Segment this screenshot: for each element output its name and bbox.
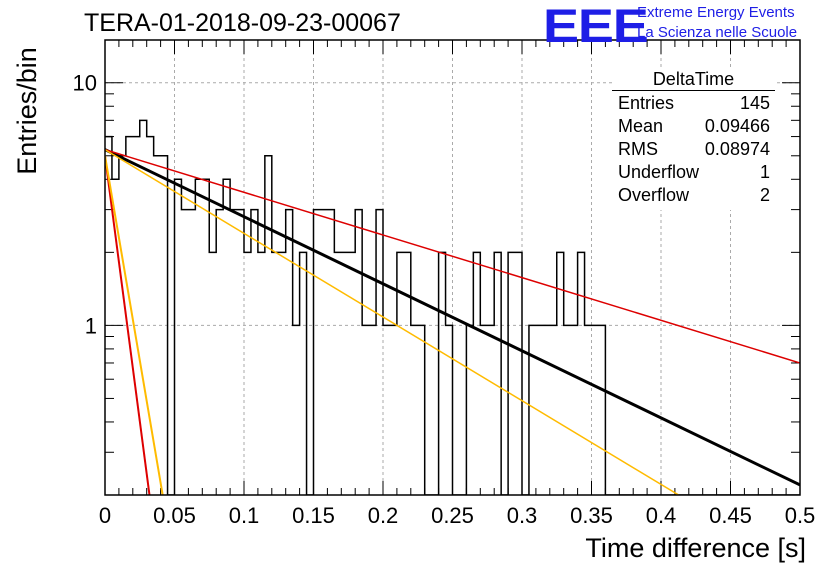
stats-value: 2 [759,185,770,205]
stats-key: Underflow [618,162,700,182]
y-axis-label: Entries/bin [12,47,42,175]
stats-key: Mean [618,116,664,136]
chart-title: TERA-01-2018-09-23-00067 [84,9,401,37]
y-tick-label: 10 [73,71,97,96]
fit-line-0 [105,148,800,487]
fit-line-1 [105,148,800,364]
plot-frame [104,39,801,496]
stats-value: 1 [759,162,770,182]
fit-line-3 [105,155,151,495]
y-tick-label: 1 [85,313,97,338]
x-tick-label: 0.35 [570,503,613,528]
fit-line-2 [105,148,681,495]
logo-line-1: Extreme Energy Events [637,4,795,21]
x-tick-label: 0.5 [785,503,816,528]
stats-key: RMS [618,139,658,159]
stats-value: 145 [739,93,770,113]
x-tick-label: 0.25 [431,503,474,528]
x-tick-label: 0.1 [229,503,260,528]
x-axis-label: Time difference [s] [585,533,806,563]
x-tick-label: 0.45 [709,503,752,528]
fit-line-4 [105,155,164,495]
stats-key: Entries [618,93,675,113]
x-tick-label: 0.3 [507,503,538,528]
stats-box: DeltaTime Entries 145 Mean 0.09466 RMS 0… [612,68,775,210]
histogram-steps [105,119,800,495]
x-tick-label: 0 [99,503,111,528]
x-tick-label: 0.15 [292,503,335,528]
stats-key: Overflow [618,185,690,205]
stats-value: 0.09466 [704,116,770,136]
x-tick-label: 0.05 [153,503,196,528]
logo-line-2: La Scienza nelle Scuole [637,24,798,41]
stats-title: DeltaTime [612,68,775,91]
eee-logo: EEE [543,0,649,52]
x-tick-label: 0.4 [646,503,677,528]
stats-value: 0.08974 [704,139,770,159]
x-tick-label: 0.2 [368,503,399,528]
